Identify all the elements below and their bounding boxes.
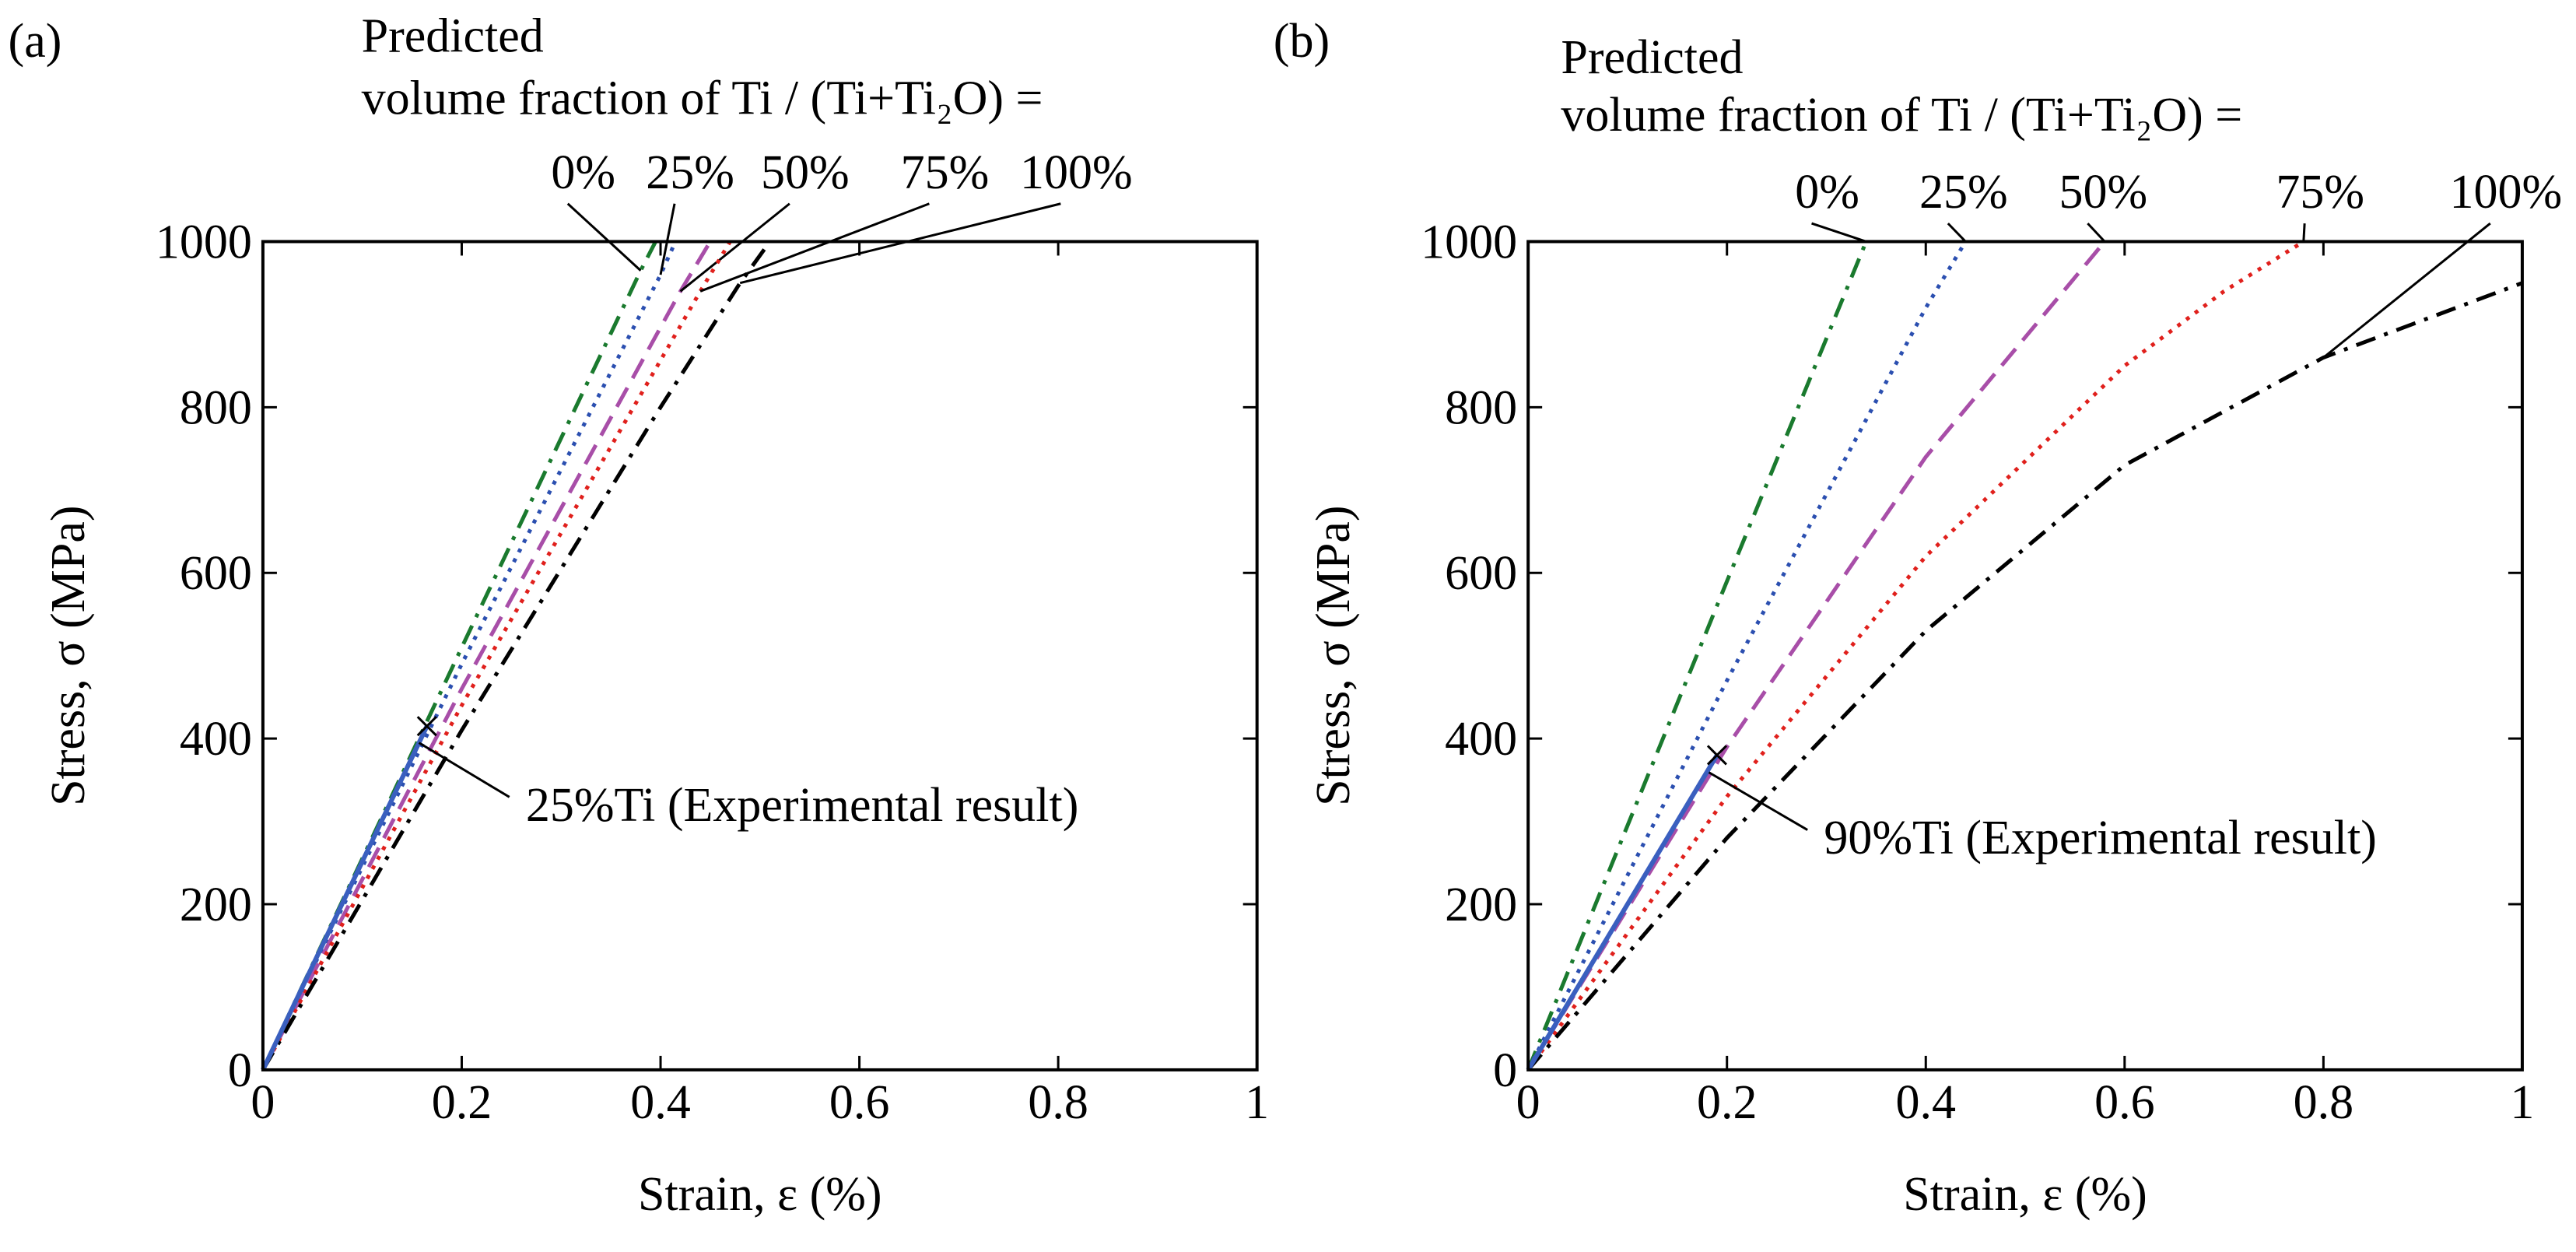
x-axis-label: Strain, ε (%)	[1903, 1168, 2147, 1221]
y-tick-label: 600	[180, 547, 252, 600]
leader-line	[2087, 223, 2106, 243]
legend-title: Predicted	[1561, 31, 1743, 84]
series-label: 0%	[551, 146, 615, 199]
series-label: 50%	[2059, 166, 2148, 219]
series-line	[261, 724, 429, 1071]
legend-title: volume fraction of Ti / (Ti+Ti₂O) =	[362, 72, 1043, 125]
x-tick-label: 0	[251, 1076, 275, 1129]
series-line	[261, 240, 732, 1071]
annotation: 25%Ti (Experimental result)	[526, 779, 1079, 832]
series-line	[261, 240, 678, 1071]
x-tick-label: 0.2	[1697, 1076, 1758, 1129]
series-line	[1526, 240, 1968, 1071]
panel: (a) Predicted volume fraction of Ti / (Ti+…	[9, 9, 1270, 1220]
plot-frame	[1526, 240, 2524, 1071]
series-line	[1526, 281, 2523, 1071]
series-line	[261, 240, 713, 1071]
leader-line	[1811, 222, 1867, 243]
annotation: 90%Ti (Experimental result)	[1824, 812, 2377, 864]
series-line	[1526, 240, 1868, 1071]
x-tick-label: 0.6	[2094, 1076, 2155, 1129]
panel-label: (a)	[9, 15, 62, 68]
y-tick-label: 1000	[1421, 216, 1517, 268]
series-line	[261, 240, 772, 1071]
series-label: 0%	[1795, 166, 1859, 219]
leader-line	[679, 202, 790, 293]
legend-title: volume fraction of Ti / (Ti+Ti₂O) =	[1561, 89, 2242, 142]
series-label: 100%	[2449, 166, 2562, 219]
leader-line	[659, 203, 676, 275]
y-axis-label: Stress, σ (MPa)	[1307, 505, 1360, 805]
y-tick-label: 200	[180, 879, 252, 931]
y-tick-label: 400	[180, 713, 252, 766]
leader-line	[2322, 222, 2491, 359]
x-tick-label: 0.8	[2294, 1076, 2354, 1129]
series-line	[1526, 240, 2107, 1071]
series-label: 75%	[901, 146, 990, 199]
leader-line	[566, 202, 642, 272]
plot-frame	[261, 240, 1259, 1071]
end-marker	[1706, 745, 1727, 766]
y-tick-label: 200	[1445, 879, 1517, 931]
legend-title: Predicted	[362, 9, 544, 62]
series-label: 50%	[761, 146, 850, 199]
series-label: 75%	[2276, 166, 2364, 219]
x-tick-label: 1	[2510, 1076, 2534, 1129]
y-tick-label: 800	[180, 381, 252, 434]
x-tick-label: 0.4	[630, 1076, 691, 1129]
leader-line	[418, 742, 510, 798]
series-label: 25%	[646, 146, 734, 199]
leader-line	[739, 202, 1061, 285]
leader-line	[1947, 223, 1967, 243]
y-tick-label: 800	[1445, 381, 1517, 434]
x-tick-label: 0.6	[829, 1076, 890, 1129]
series-label: 100%	[1020, 146, 1133, 199]
x-tick-label: 0.2	[432, 1076, 492, 1129]
y-tick-label: 400	[1445, 713, 1517, 766]
leader-line	[699, 202, 930, 293]
y-tick-label: 1000	[156, 216, 252, 268]
y-tick-label: 600	[1445, 547, 1517, 600]
x-tick-label: 0.4	[1896, 1076, 1957, 1129]
x-axis-label: Strain, ε (%)	[638, 1168, 882, 1221]
series-line	[1526, 240, 2305, 1071]
end-marker	[416, 716, 437, 737]
x-tick-label: 0.8	[1028, 1076, 1088, 1129]
series-line	[1526, 753, 1719, 1071]
leader-line	[1708, 771, 1808, 831]
y-tick-label: 0	[1493, 1044, 1517, 1097]
series-label: 25%	[1919, 166, 2008, 219]
x-tick-label: 1	[1245, 1076, 1269, 1129]
x-tick-label: 0	[1516, 1076, 1540, 1129]
y-tick-label: 0	[228, 1044, 252, 1097]
panel-label: (b)	[1274, 15, 1330, 68]
y-axis-label: Stress, σ (MPa)	[42, 505, 95, 805]
